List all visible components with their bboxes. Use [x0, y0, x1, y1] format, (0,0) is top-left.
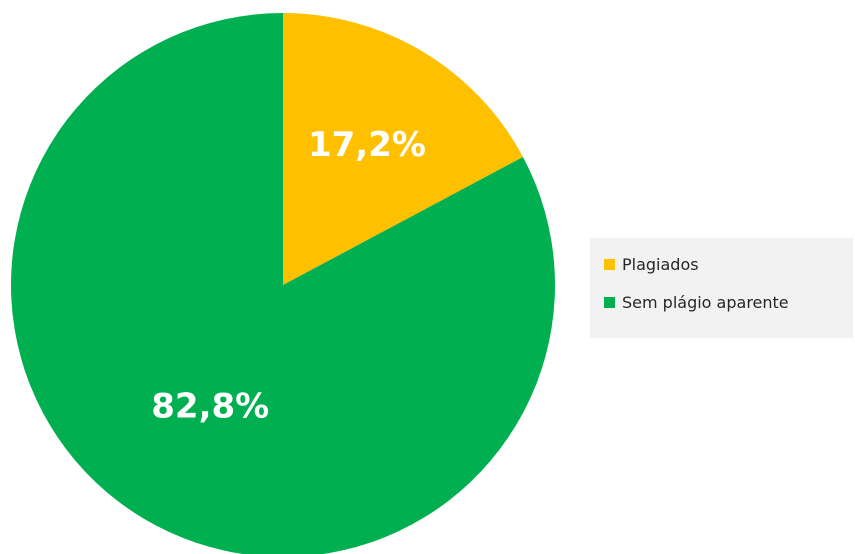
- data-label-sem-plagio: 82,8%: [151, 386, 269, 426]
- legend-swatch-plagiados: [604, 258, 615, 270]
- pie-slice-plagiados: [283, 13, 523, 285]
- pie-slices: [11, 13, 555, 554]
- legend-swatch-sem-plagio: [604, 296, 615, 308]
- pie-data-labels: 17,2% 82,8%: [151, 125, 426, 426]
- legend-label-plagiados: Plagiados: [622, 254, 699, 274]
- pie-slice-sem-plagio: [11, 13, 555, 554]
- chart-legend: Plagiados Sem plágio aparente: [590, 238, 853, 338]
- data-label-plagiados: 17,2%: [308, 125, 426, 165]
- legend-item-sem-plagio: Sem plágio aparente: [604, 290, 789, 314]
- legend-item-plagiados: Plagiados: [604, 252, 699, 276]
- legend-label-sem-plagio: Sem plágio aparente: [622, 292, 789, 312]
